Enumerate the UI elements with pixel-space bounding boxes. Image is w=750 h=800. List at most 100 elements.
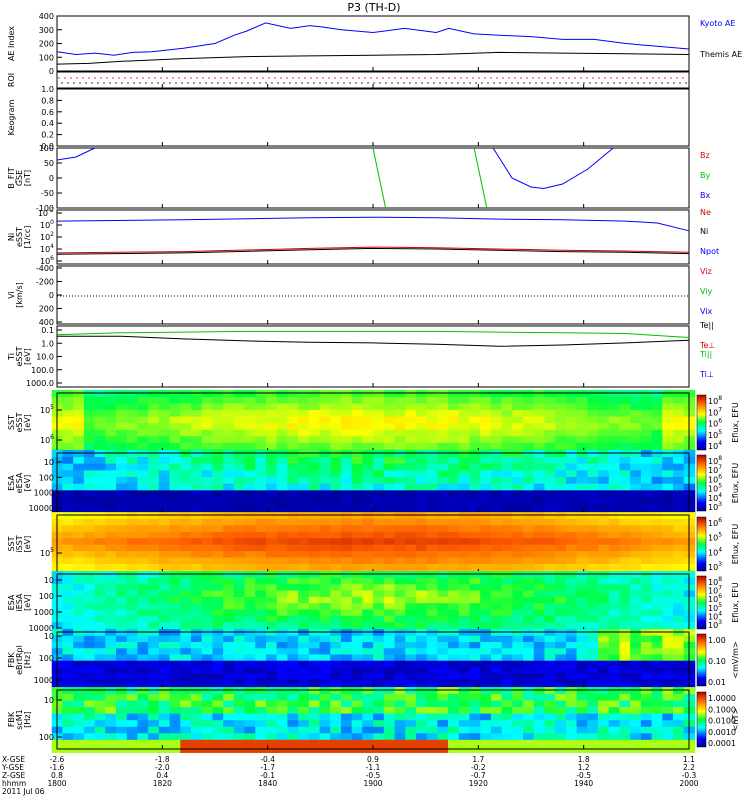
heatmap-cell	[308, 557, 321, 565]
roi-dot	[373, 82, 375, 84]
heatmap-cell	[405, 602, 417, 610]
heatmap-cell	[190, 442, 203, 450]
heatmap-cell	[587, 403, 599, 411]
heatmap-cell	[394, 609, 407, 616]
heatmap-cell	[94, 463, 107, 471]
heatmap-cell	[265, 693, 278, 701]
heatmap-cell	[373, 429, 385, 437]
heatmap-cell	[94, 503, 107, 511]
heatmap-cell	[190, 483, 203, 491]
heatmap-cell	[426, 647, 439, 655]
heatmap-cell	[640, 442, 653, 450]
heatmap-cell	[340, 456, 353, 464]
heatmap-cell	[276, 693, 289, 701]
heatmap-cell	[640, 590, 653, 597]
heatmap-cell	[201, 403, 214, 411]
heatmap-cell	[116, 476, 128, 484]
heatmap-cell	[662, 544, 674, 552]
heatmap-cell	[73, 396, 85, 404]
heatmap-cell	[544, 726, 557, 734]
heatmap-cell	[287, 557, 299, 565]
heatmap-cell	[480, 490, 492, 497]
heatmap-cell	[287, 641, 299, 649]
heatmap-cell	[576, 524, 589, 532]
heatmap-cell	[608, 429, 621, 437]
heatmap-cell	[565, 490, 578, 497]
heatmap-cell	[169, 557, 182, 565]
heatmap-cell	[223, 442, 235, 450]
heatmap-cell	[190, 726, 203, 734]
heatmap-cell	[265, 429, 278, 437]
heatmap-cell	[394, 416, 407, 424]
ylabel-sst_i: [eV]	[23, 536, 32, 553]
heatmap-cell	[544, 654, 557, 661]
heatmap-cell	[308, 641, 321, 649]
heatmap-cell	[512, 416, 524, 424]
footer-tick-value: -1.7	[260, 763, 275, 772]
heatmap-cell	[62, 442, 74, 450]
heatmap-cell	[362, 577, 374, 585]
heatmap-cell	[458, 719, 471, 727]
heatmap-cell	[137, 435, 149, 443]
heatmap-cell	[201, 409, 214, 417]
heatmap-cell	[362, 409, 374, 417]
heatmap-cell	[244, 456, 257, 464]
heatmap-cell	[319, 544, 332, 552]
heatmap-cell	[223, 483, 235, 491]
heatmap-cell	[383, 706, 396, 714]
heatmap-cell	[480, 602, 492, 610]
heatmap-cell	[105, 422, 117, 430]
heatmap-cell	[630, 654, 642, 661]
heatmap-cell	[362, 583, 374, 591]
heatmap-cell	[373, 435, 385, 443]
heatmap-cell	[233, 396, 246, 404]
heatmap-cell	[319, 602, 332, 610]
heatmap-cell	[244, 503, 257, 511]
heatmap-cell	[544, 503, 557, 511]
heatmap-cell	[298, 615, 310, 623]
heatmap-cell	[544, 647, 557, 655]
heatmap-cell	[640, 654, 653, 661]
heatmap-cell	[276, 531, 289, 539]
heatmap-cell	[662, 531, 674, 539]
heatmap-cell	[169, 647, 182, 655]
heatmap-cell	[448, 490, 460, 497]
heatmap-cell	[340, 602, 353, 610]
heatmap-cell	[469, 666, 482, 674]
roi-dot	[61, 82, 63, 84]
heatmap-cell	[201, 456, 214, 464]
heatmap-cell	[298, 409, 310, 417]
heatmap-cell	[490, 403, 503, 411]
heatmap-cell	[362, 531, 374, 539]
heatmap-cell	[437, 435, 449, 443]
roi-dot	[541, 82, 543, 84]
heatmap-cell	[276, 537, 289, 545]
heatmap-cell	[490, 596, 503, 604]
roi-dot	[592, 77, 594, 79]
heatmap-cell	[630, 544, 642, 552]
roi-dot	[613, 82, 615, 84]
heatmap-cell	[651, 476, 664, 484]
roi-dot	[643, 82, 645, 84]
ylabel-esa_e: ESA	[7, 475, 16, 491]
heatmap-cell	[351, 442, 364, 450]
heatmap-cell	[565, 483, 578, 491]
heatmap-cell	[201, 654, 214, 661]
heatmap-cell	[512, 609, 524, 616]
heatmap-cell	[662, 706, 674, 714]
heatmap-cell	[640, 726, 653, 734]
heatmap-cell	[308, 470, 321, 477]
heatmap-cell	[437, 654, 449, 661]
heatmap-cell	[94, 496, 107, 504]
heatmap-cell	[233, 496, 246, 504]
heatmap-cell	[105, 544, 117, 552]
heatmap-cell	[201, 693, 214, 701]
heatmap-cell	[73, 557, 85, 565]
heatmap-cell	[169, 672, 182, 680]
heatmap-cell	[448, 706, 460, 714]
heatmap-cell	[340, 583, 353, 591]
heatmap-cell	[244, 602, 257, 610]
heatmap-cell	[276, 524, 289, 532]
heatmap-cell	[565, 706, 578, 714]
heatmap-cell	[233, 641, 246, 649]
